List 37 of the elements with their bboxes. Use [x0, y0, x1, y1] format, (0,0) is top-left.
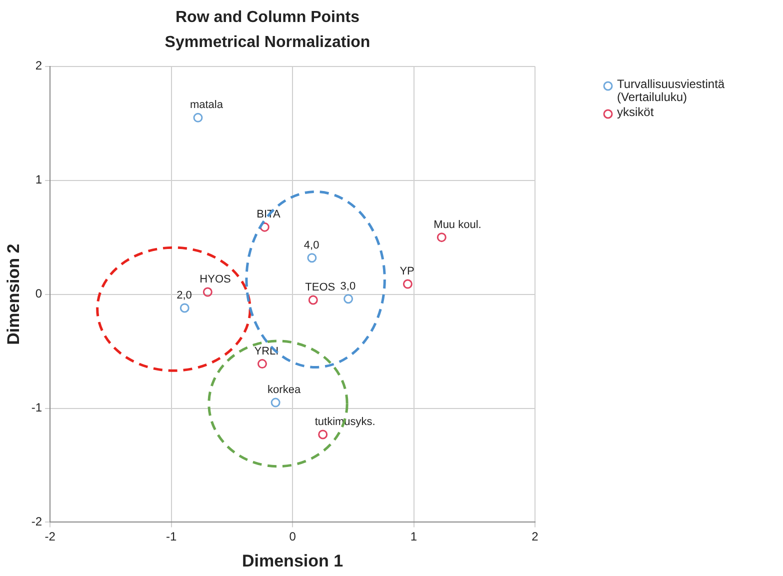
- point: [344, 294, 354, 304]
- y-tick-label: 2: [35, 58, 42, 73]
- y-tick-label: 1: [35, 172, 42, 187]
- point: [308, 295, 318, 305]
- legend-label: Turvallisuusviestintä (Vertailuluku): [617, 77, 725, 104]
- y-tick-label: -1: [31, 400, 42, 415]
- point: [202, 287, 212, 297]
- point: [318, 430, 328, 440]
- annotation: YP: [400, 266, 414, 278]
- y-tick-label: -2: [31, 514, 42, 529]
- chart-title: Row and Column Points: [176, 9, 360, 26]
- legend-label: yksiköt: [617, 105, 654, 119]
- point: [307, 253, 317, 263]
- y-tick-label: 0: [35, 286, 42, 301]
- annotation: HYOS: [200, 274, 231, 286]
- x-axis-title: Dimension 1: [242, 551, 344, 570]
- point: [402, 279, 412, 289]
- x-tick-label: -2: [44, 530, 56, 544]
- x-tick-label: 0: [289, 530, 296, 544]
- annotation: matala: [190, 99, 224, 112]
- annotation: korkea: [268, 384, 302, 396]
- annotation: 2,0: [176, 290, 192, 302]
- annotation: 3,0: [340, 280, 356, 292]
- point: [436, 232, 446, 242]
- x-tick-label: -1: [166, 530, 177, 544]
- annotation: Muu koul.: [434, 218, 482, 231]
- chart-subtitle: Symmetrical Normalization: [164, 34, 370, 52]
- x-tick-label: 2: [532, 530, 539, 544]
- point: [193, 112, 203, 122]
- x-tick-label: 1: [410, 530, 418, 544]
- point: [270, 398, 280, 408]
- annotation: 4,0: [304, 239, 320, 252]
- annotation: TEOS: [305, 282, 336, 294]
- point: [260, 222, 270, 232]
- y-axis-title: Dimension 2: [4, 244, 23, 345]
- point: [257, 359, 267, 369]
- point: [180, 303, 190, 313]
